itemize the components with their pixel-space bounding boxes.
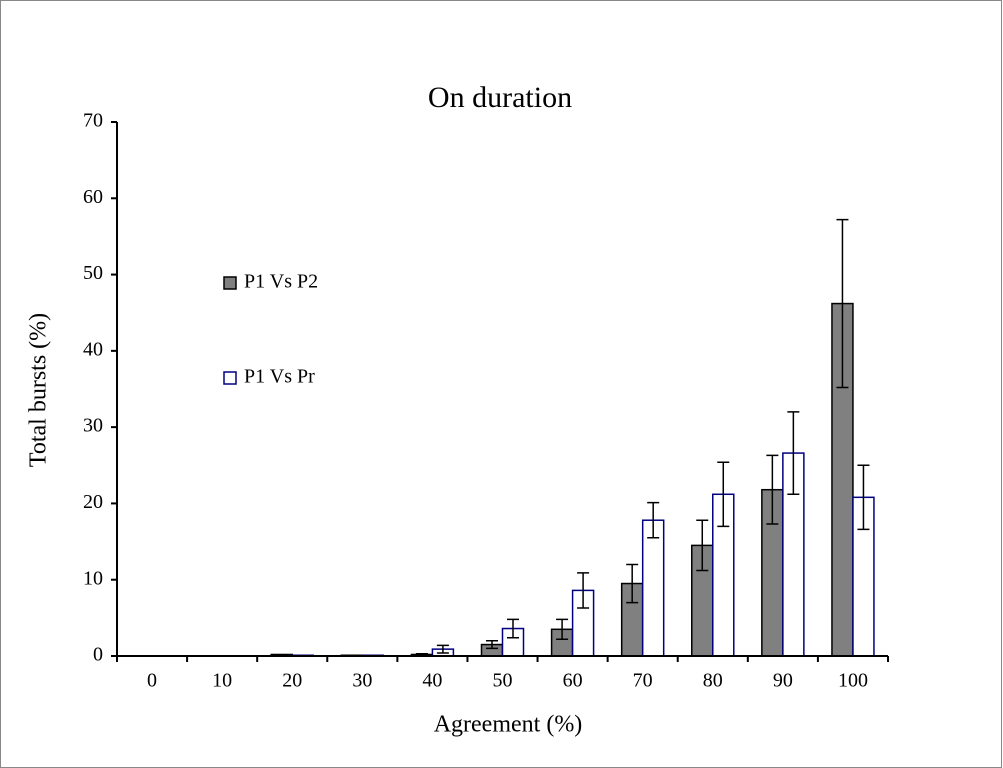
x-tick-label: 10 (212, 670, 232, 692)
legend-swatch (223, 276, 237, 290)
y-axis-label: Total bursts (%) (26, 313, 52, 467)
error-bar (436, 644, 449, 654)
legend-swatch (223, 371, 237, 385)
x-axis-label: Agreement (%) (434, 712, 583, 738)
y-tick-label: 20 (83, 491, 103, 513)
error-bar (556, 618, 569, 640)
x-tick-label: 70 (633, 670, 653, 692)
error-bar (836, 218, 849, 389)
y-tick-label: 40 (83, 338, 103, 360)
x-tick-label: 60 (563, 670, 583, 692)
legend-label: P1 Vs Pr (244, 366, 315, 388)
x-tick-label: 0 (147, 670, 157, 692)
x-tick-label: 50 (493, 670, 513, 692)
bar (641, 519, 665, 657)
y-tick-label: 30 (83, 415, 103, 437)
x-tick-label: 100 (838, 670, 868, 692)
error-bar (647, 501, 660, 539)
y-tick-label: 10 (83, 567, 103, 589)
y-tick-label: 70 (83, 110, 103, 132)
x-tick-label: 90 (773, 670, 793, 692)
error-bar (717, 461, 730, 528)
y-tick-label: 50 (83, 262, 103, 284)
x-tick-label: 80 (703, 670, 723, 692)
chart-title: On duration (428, 81, 572, 114)
error-bar (766, 454, 779, 525)
x-tick-label: 40 (422, 670, 442, 692)
y-tick-label: 0 (93, 644, 103, 666)
error-bar (696, 519, 709, 572)
error-bar (486, 639, 498, 650)
error-bar (507, 618, 519, 639)
x-tick-label: 30 (352, 670, 372, 692)
error-bar (577, 572, 590, 609)
x-tick-label: 20 (282, 670, 302, 692)
y-tick-label: 60 (83, 186, 103, 208)
error-bar (787, 411, 800, 496)
error-bar (857, 464, 870, 531)
error-bar (626, 563, 639, 604)
legend-label: P1 Vs P2 (244, 271, 318, 293)
